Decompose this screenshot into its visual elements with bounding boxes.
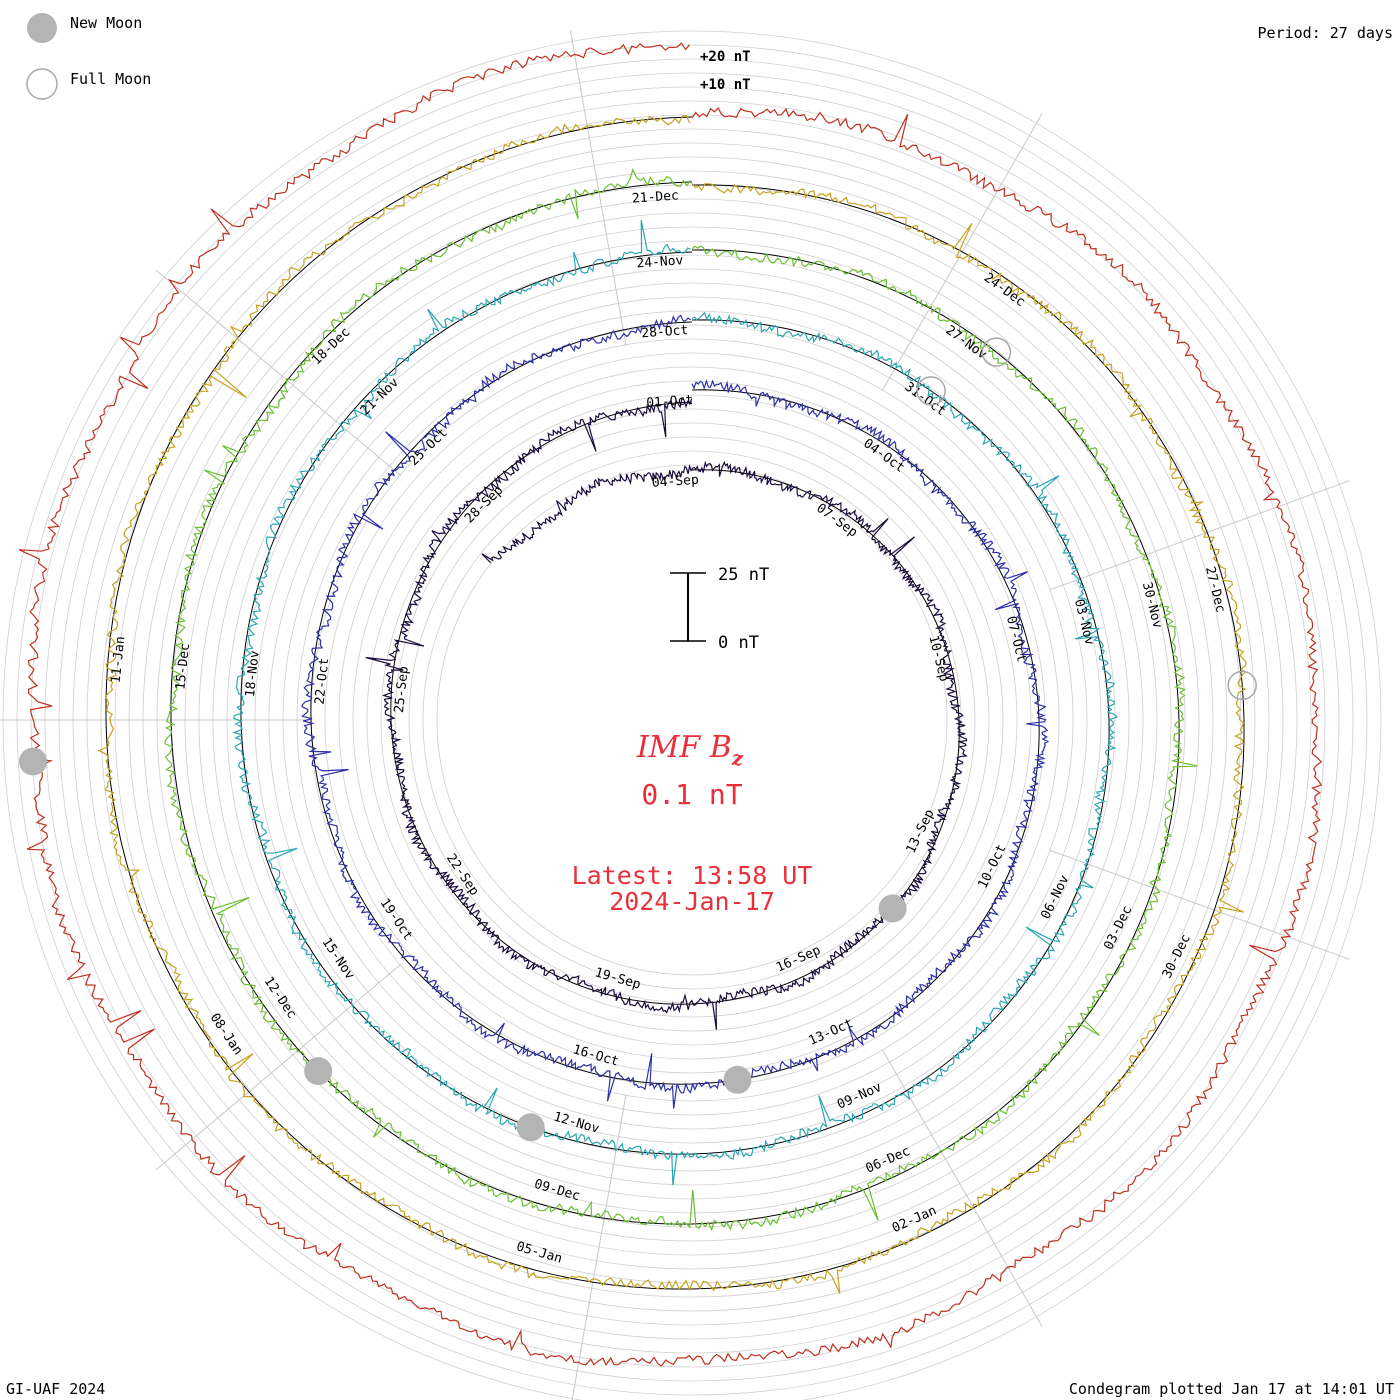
current-value: 0.1 nT [641, 778, 742, 811]
day-label: 09-Dec [532, 1177, 581, 1204]
day-label: 24-Nov [636, 253, 684, 271]
zero-line-spiral [240, 251, 1110, 1155]
chart-title: IMF Bz [636, 730, 744, 770]
latest-date: 2024-Jan-17 [609, 887, 775, 916]
day-label: 07-Sep [813, 501, 860, 541]
full-moon-legend-label: Full Moon [70, 70, 151, 88]
series-trace [301, 314, 1050, 1109]
grid-spoke [1048, 480, 1350, 591]
series-trace [164, 168, 1198, 1232]
day-labels-layer: 04-Sep07-Sep10-Sep13-Sep16-Sep19-Sep22-S… [109, 188, 1228, 1266]
grid-ring [282, 310, 1102, 1130]
chart-title-subscript: z [731, 746, 744, 770]
day-label: 01-Oct [646, 393, 694, 411]
ring-scale-label-10: +10 nT [700, 77, 751, 93]
moon-markers-layer [19, 337, 1257, 1142]
day-label: 05-Jan [515, 1239, 564, 1266]
grid-ring [324, 352, 1060, 1088]
day-label: 08-Jan [207, 1011, 246, 1058]
grid-ring [436, 464, 948, 976]
new-moon-marker [723, 1065, 752, 1094]
grid-ring [198, 226, 1186, 1214]
new-moon-marker [516, 1113, 545, 1142]
radial-grid [0, 30, 1382, 1400]
full-moon-marker [1227, 670, 1257, 701]
day-label: 24-Dec [981, 270, 1028, 310]
series-trace [365, 397, 969, 1030]
day-label: 21-Dec [632, 188, 680, 206]
day-label: 28-Oct [641, 323, 689, 341]
day-label: 22-Oct [313, 657, 333, 705]
grid-ring [422, 450, 962, 990]
grid-ring [352, 380, 1032, 1060]
latest-time: Latest: 13:58 UT [572, 861, 813, 890]
grid-spoke [571, 1094, 627, 1400]
grid-ring [184, 212, 1200, 1228]
new-moon-marker [878, 894, 907, 923]
series-trace [97, 115, 1247, 1294]
grid-spoke [881, 113, 1043, 392]
day-label: 16-Oct [571, 1042, 620, 1069]
zero-line-spiral [310, 321, 1040, 1085]
day-label: 12-Dec [261, 974, 300, 1021]
new-moon-legend-icon [27, 13, 57, 43]
ring-scale-label-20: +20 nT [700, 49, 751, 65]
zero-line-spiral [105, 116, 1245, 1290]
grid-spoke [155, 269, 402, 477]
day-label: 12-Nov [552, 1110, 601, 1137]
chart-title-main: IMF B [636, 730, 732, 765]
day-label: 25-Sep [392, 665, 412, 713]
day-label: 19-Sep [593, 965, 642, 992]
grid-ring [268, 296, 1116, 1144]
full-moon-marker [981, 337, 1012, 367]
day-label: 10-Sep [925, 634, 951, 683]
full-moon-legend-icon [26, 68, 58, 100]
series-trace [232, 219, 1119, 1186]
grid-spoke [155, 963, 402, 1171]
grid-ring [366, 394, 1018, 1046]
new-moon-marker [19, 747, 47, 776]
scale-bar-bottom-label: 0 nT [718, 633, 759, 653]
series-layer [18, 42, 1323, 1367]
full-moon-marker [916, 376, 946, 406]
grid-ring [394, 422, 990, 1018]
day-label: 04-Sep [651, 473, 699, 491]
new-moon-legend-label: New Moon [70, 14, 142, 32]
day-label: 18-Nov [243, 650, 263, 698]
footer-credit: GI-UAF 2024 [6, 1380, 105, 1398]
grid-ring [380, 408, 1004, 1032]
footer-plot-time: Condegram plotted Jan 17 at 14:01 UT [1069, 1380, 1394, 1398]
new-moon-marker [304, 1057, 333, 1086]
day-label: 11-Jan [109, 636, 129, 684]
scale-bar-top-label: 25 nT [718, 565, 769, 585]
day-label: 15-Dec [173, 642, 193, 690]
day-label: 27-Dec [1202, 565, 1228, 614]
grid-ring [296, 324, 1088, 1116]
grid-spoke [1048, 849, 1350, 960]
grid-ring [254, 282, 1130, 1158]
series-trace [18, 42, 1323, 1367]
grid-ring [408, 436, 976, 1004]
period-label: Period: 27 days [1258, 24, 1393, 42]
scale-bar [670, 572, 706, 642]
grid-spoke [569, 30, 627, 346]
